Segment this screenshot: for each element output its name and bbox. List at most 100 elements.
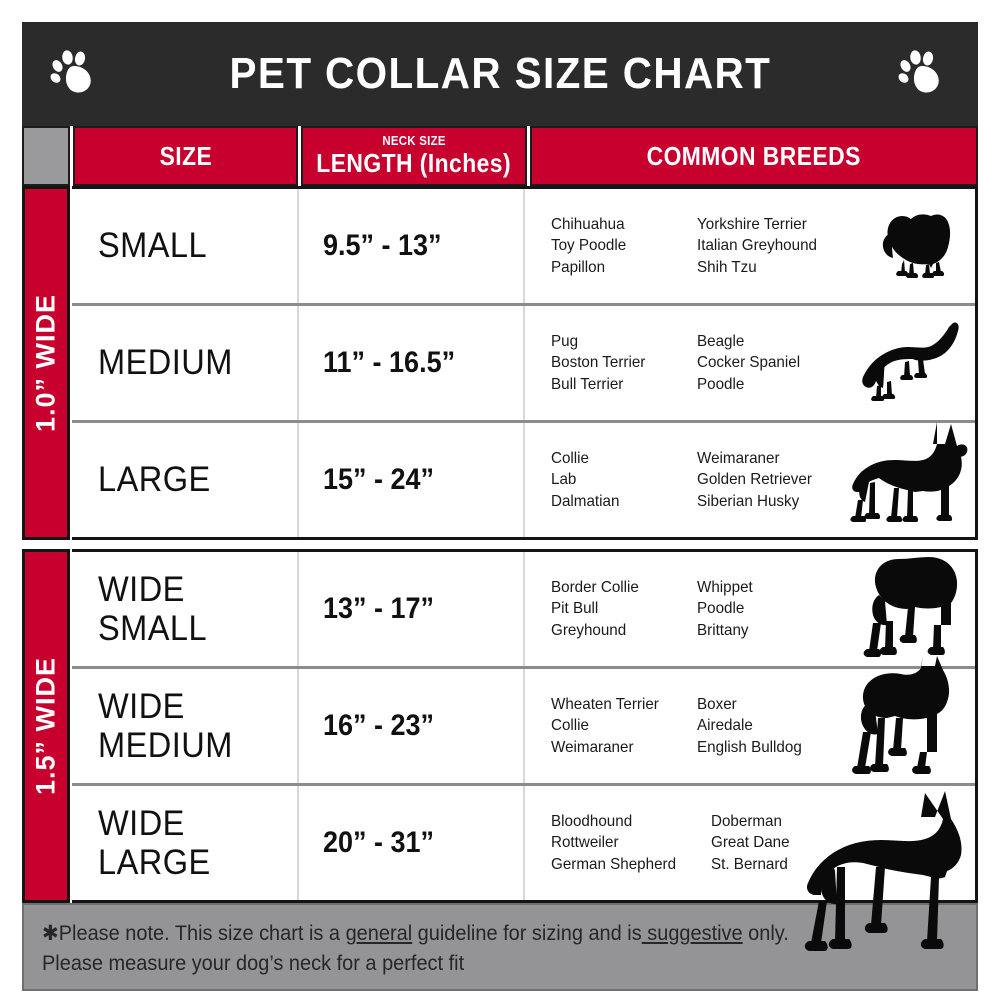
breed-item: Collie xyxy=(551,717,590,735)
column-header-breeds: COMMON BREEDS xyxy=(530,126,978,186)
breed-list-column-1: Pug Boston Terrier Bull Terrier xyxy=(551,331,690,394)
breed-list-column-2: Doberman Great Dane St. Bernard xyxy=(711,811,854,874)
table-row[interactable]: WIDE LARGE 20” - 31” Bloodhound Rottweil… xyxy=(72,783,975,951)
pet-collar-size-chart: PET COLLAR SIZE CHART SIZE NECK SIZE LEN… xyxy=(22,22,978,991)
breed-item: Italian Greyhound xyxy=(697,237,817,255)
breed-list-column-1: Chihuahua Toy Poodle Papillon xyxy=(551,214,690,277)
breed-item: Cocker Spaniel xyxy=(697,354,801,372)
cell-breeds: Wheaten Terrier Collie Weimaraner Boxer … xyxy=(523,656,975,783)
cell-length: 13” - 17” xyxy=(297,552,523,666)
column-header-neck-size-label: NECK SIZE xyxy=(382,132,446,148)
breed-item: Bloodhound xyxy=(551,813,633,831)
cell-size: MEDIUM xyxy=(72,306,297,420)
rail-gap xyxy=(70,549,72,903)
breed-item: Weimaraner xyxy=(551,738,634,756)
table-row[interactable]: MEDIUM 11” - 16.5” Pug Boston Terrier Bu… xyxy=(72,303,975,420)
bulldog-silhouette-icon xyxy=(855,551,967,668)
boxer-silhouette-icon xyxy=(851,656,971,787)
breed-item: Beagle xyxy=(697,333,745,351)
breed-item: Toy Poodle xyxy=(551,237,627,255)
length-value: 16” - 23” xyxy=(323,709,435,742)
table-row[interactable]: WIDE MEDIUM 16” - 23” Wheaten Terrier Co… xyxy=(72,656,975,783)
breed-item: Siberian Husky xyxy=(697,492,800,510)
cell-breeds: Collie Lab Dalmatian Weimaraner Golden R… xyxy=(523,420,975,537)
column-header-length: NECK SIZE LENGTH (Inches) xyxy=(301,126,527,186)
breed-item: Chihuahua xyxy=(551,216,625,234)
table-row[interactable]: SMALL 9.5” - 13” Chihuahua Toy Poodle Pa… xyxy=(72,189,975,303)
rail-gap xyxy=(70,186,72,540)
breed-item: Border Collie xyxy=(551,579,639,597)
rail-label: 1.5” WIDE xyxy=(30,656,61,796)
table-row[interactable]: LARGE 15” - 24” Collie Lab Dalmatian Wei… xyxy=(72,420,975,537)
breed-item: Bull Terrier xyxy=(551,375,624,393)
cell-size: WIDE SMALL xyxy=(72,552,297,666)
length-value: 15” - 24” xyxy=(323,463,435,496)
size-label: SMALL xyxy=(98,226,208,266)
cell-length: 16” - 23” xyxy=(297,669,523,783)
breed-item: Boston Terrier xyxy=(551,354,646,372)
column-header-size-label: SIZE xyxy=(159,140,212,171)
size-label: WIDE SMALL xyxy=(98,569,208,648)
breed-item: English Bulldog xyxy=(697,738,802,756)
disclaimer-text-c: only. xyxy=(742,922,789,945)
breed-item: Greyhound xyxy=(551,621,627,639)
breed-list-column-1: Wheaten Terrier Collie Weimaraner xyxy=(551,694,690,757)
rail-1-5-wide: 1.5” WIDE xyxy=(22,549,70,903)
table-header-row: SIZE NECK SIZE LENGTH (Inches) COMMON BR… xyxy=(22,126,978,186)
cell-breeds: Border Collie Pit Bull Greyhound Whippet… xyxy=(523,552,975,666)
pomeranian-silhouette-icon xyxy=(871,202,957,289)
cell-breeds: Bloodhound Rottweiler German Shepherd Do… xyxy=(523,786,975,951)
cell-size: WIDE MEDIUM xyxy=(72,669,297,783)
disclaimer-underline-suggestive: suggestive xyxy=(641,922,743,945)
breed-item: Weimaraner xyxy=(697,450,780,468)
length-value: 11” - 16.5” xyxy=(323,346,456,379)
chart-header: PET COLLAR SIZE CHART xyxy=(22,22,978,126)
asterisk-icon: ✱ xyxy=(42,922,59,945)
table-row[interactable]: WIDE SMALL 13” - 17” Border Collie Pit B… xyxy=(72,552,975,666)
disclaimer-note: ✱Please note. This size chart is a gener… xyxy=(22,903,978,991)
breed-list-column-2: Beagle Cocker Spaniel Poodle xyxy=(697,331,840,394)
breed-list-column-1: Bloodhound Rottweiler German Shepherd xyxy=(551,811,703,874)
cell-length: 9.5” - 13” xyxy=(297,189,523,303)
breed-item: Airedale xyxy=(697,717,753,735)
disclaimer-underline-general: general xyxy=(345,922,413,945)
paw-print-icon xyxy=(896,46,952,102)
cell-size: LARGE xyxy=(72,423,297,537)
shepherd-silhouette-icon xyxy=(845,420,971,533)
section-1-0-wide: 1.0” WIDE SMALL 9.5” - 13” Chihuahua Toy… xyxy=(22,186,978,540)
cell-breeds: Pug Boston Terrier Bull Terrier Beagle C… xyxy=(523,306,975,420)
breed-item: Pug xyxy=(551,333,579,351)
disclaimer-text-a: Please note. This size chart is a xyxy=(58,922,346,945)
breed-item: Brittany xyxy=(697,621,749,639)
breed-item: Boxer xyxy=(697,696,737,714)
column-header-breeds-label: COMMON BREEDS xyxy=(646,140,862,171)
breed-item: Rottweiler xyxy=(551,834,619,852)
disclaimer-line-1: ✱Please note. This size chart is a gener… xyxy=(42,919,912,949)
page-title: PET COLLAR SIZE CHART xyxy=(229,49,771,98)
breed-item: Yorkshire Terrier xyxy=(697,216,807,234)
breed-item: Collie xyxy=(551,450,590,468)
breed-item: Great Dane xyxy=(711,834,790,852)
cell-length: 20” - 31” xyxy=(297,786,523,900)
breed-list-column-2: Boxer Airedale English Bulldog xyxy=(697,694,840,757)
cell-size: WIDE LARGE xyxy=(72,786,297,900)
disclaimer-line-2: Please measure your dog’s neck for a per… xyxy=(42,952,465,976)
breed-list-column-1: Border Collie Pit Bull Greyhound xyxy=(551,577,690,640)
cell-length: 15” - 24” xyxy=(297,423,523,537)
header-corner-cell xyxy=(22,126,70,186)
breed-item: Doberman xyxy=(711,813,782,831)
beagle-silhouette-icon xyxy=(857,319,967,408)
breed-item: Poodle xyxy=(697,375,745,393)
size-label: WIDE MEDIUM xyxy=(98,686,233,765)
breed-item: German Shepherd xyxy=(551,855,677,873)
paw-print-icon xyxy=(48,46,104,102)
rail-1-0-wide: 1.0” WIDE xyxy=(22,186,70,540)
breed-item: Papillon xyxy=(551,258,606,276)
section-divider xyxy=(22,540,978,549)
column-header-length-label: LENGTH (Inches) xyxy=(316,147,512,178)
cell-length: 11” - 16.5” xyxy=(297,306,523,420)
column-header-size: SIZE xyxy=(73,126,298,186)
size-label: WIDE LARGE xyxy=(98,803,211,882)
breed-item: Dalmatian xyxy=(551,492,620,510)
section-1-5-wide: 1.5” WIDE WIDE SMALL 13” - 17” Border Co… xyxy=(22,549,978,951)
